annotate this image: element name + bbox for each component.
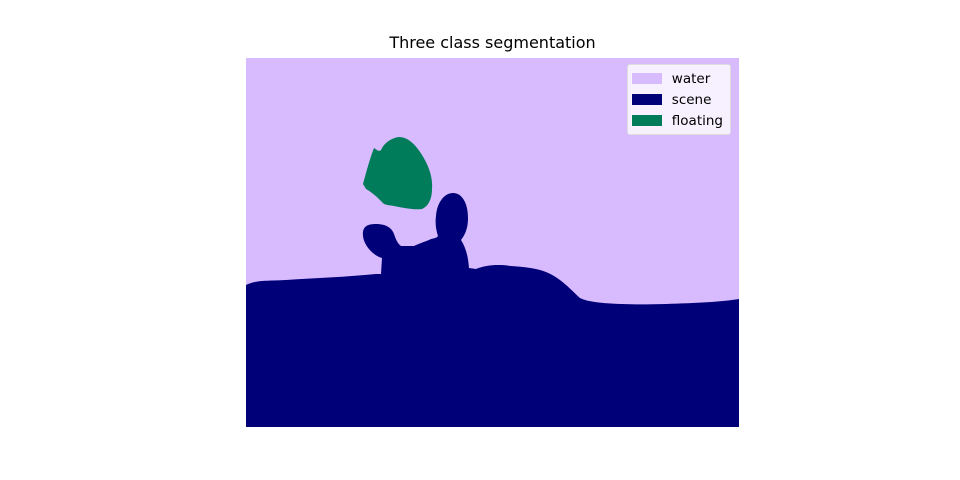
figure-title: Three class segmentation [389,33,596,52]
legend-label-scene: scene [671,91,712,108]
scene-swatch [631,94,662,105]
floating-region [363,137,433,210]
legend-item-floating: floating [631,110,723,131]
legend: water scene floating [626,64,731,135]
legend-item-scene: scene [631,89,723,110]
legend-label-water: water [671,70,711,87]
legend-label-floating: floating [671,112,723,129]
floating-swatch [631,115,662,126]
legend-item-water: water [631,68,723,89]
segmentation-map: water scene floating [246,58,739,427]
scene-region [246,193,739,427]
water-swatch [631,73,662,84]
